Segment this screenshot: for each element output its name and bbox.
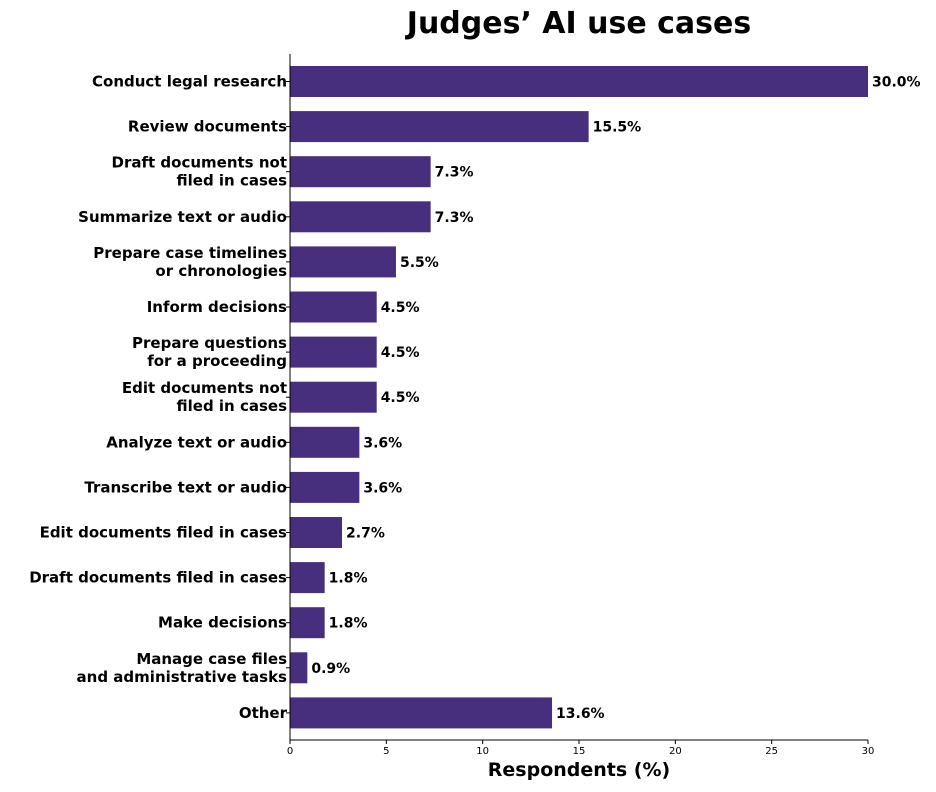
value-labels-group: 30.0% 15.5% 7.3% 7.3% 5.5% 4.5% 4.5% 4.5% 3.6% 3.… bbox=[311, 75, 920, 722]
bar bbox=[290, 697, 553, 729]
category-label: Transcribe text or audio bbox=[84, 478, 287, 496]
chart-title: Judges’ AI use cases bbox=[406, 6, 752, 41]
bar-value-label: 13.6% bbox=[556, 706, 605, 722]
bar-value-label: 4.5% bbox=[381, 345, 420, 361]
bar bbox=[290, 562, 325, 594]
category-labels-group: Conduct legal research Review documents Dr… bbox=[29, 73, 290, 722]
bar bbox=[290, 201, 431, 233]
x-axis-title: Respondents (%) bbox=[488, 759, 670, 781]
category-label: Inform decisions bbox=[147, 298, 287, 316]
bar-value-label: 5.5% bbox=[400, 255, 439, 271]
x-tick-label: 20 bbox=[669, 746, 682, 757]
x-tick-label: 0 bbox=[287, 746, 293, 757]
bar bbox=[290, 66, 868, 97]
bar bbox=[290, 517, 343, 548]
x-ticks-group: 0 5 10 15 20 25 30 bbox=[287, 740, 875, 757]
x-tick-label: 5 bbox=[383, 746, 389, 757]
bar-value-label: 7.3% bbox=[435, 165, 474, 181]
category-label: Edit documents filed in cases bbox=[40, 524, 287, 542]
bars-group bbox=[290, 66, 868, 729]
bar-value-label: 30.0% bbox=[872, 75, 921, 91]
bar-value-label: 0.9% bbox=[311, 661, 350, 677]
bar-value-label: 1.8% bbox=[329, 616, 368, 632]
bar bbox=[290, 652, 308, 684]
category-label: Review documents bbox=[128, 118, 287, 136]
bar-value-label: 4.5% bbox=[381, 300, 420, 316]
x-tick-label: 10 bbox=[476, 746, 489, 757]
bar-value-label: 3.6% bbox=[363, 480, 402, 496]
bar bbox=[290, 246, 396, 278]
bar-value-label: 4.5% bbox=[381, 390, 420, 406]
bar-value-label: 2.7% bbox=[346, 526, 385, 542]
category-label: Make decisions bbox=[158, 614, 287, 632]
x-tick-label: 25 bbox=[765, 746, 778, 757]
category-label: Other bbox=[239, 704, 288, 722]
bar bbox=[290, 336, 377, 368]
category-label: Draft documents filed in cases bbox=[29, 569, 287, 587]
bar bbox=[290, 381, 377, 413]
category-label: Draft documents not filed in cases bbox=[112, 154, 288, 190]
bar-value-label: 1.8% bbox=[329, 571, 368, 587]
category-label: Prepare questions for a proceeding bbox=[132, 334, 287, 370]
category-label: Edit documents not filed in cases bbox=[122, 379, 287, 415]
x-tick-label: 15 bbox=[573, 746, 586, 757]
bar-value-label: 3.6% bbox=[363, 435, 402, 451]
category-label: Summarize text or audio bbox=[78, 208, 287, 226]
category-label: Prepare case timelines or chronologies bbox=[93, 244, 287, 280]
bar-value-label: 15.5% bbox=[593, 120, 642, 136]
bar bbox=[290, 426, 360, 458]
category-label: Analyze text or audio bbox=[106, 433, 287, 451]
bar-value-label: 7.3% bbox=[435, 210, 474, 226]
bar bbox=[290, 156, 431, 188]
category-label: Conduct legal research bbox=[92, 73, 287, 91]
category-label: Manage case files and administrative task… bbox=[77, 650, 288, 686]
bar bbox=[290, 291, 377, 323]
bar bbox=[290, 607, 325, 639]
x-tick-label: 30 bbox=[862, 746, 875, 757]
bar bbox=[290, 471, 360, 503]
bar bbox=[290, 111, 589, 143]
